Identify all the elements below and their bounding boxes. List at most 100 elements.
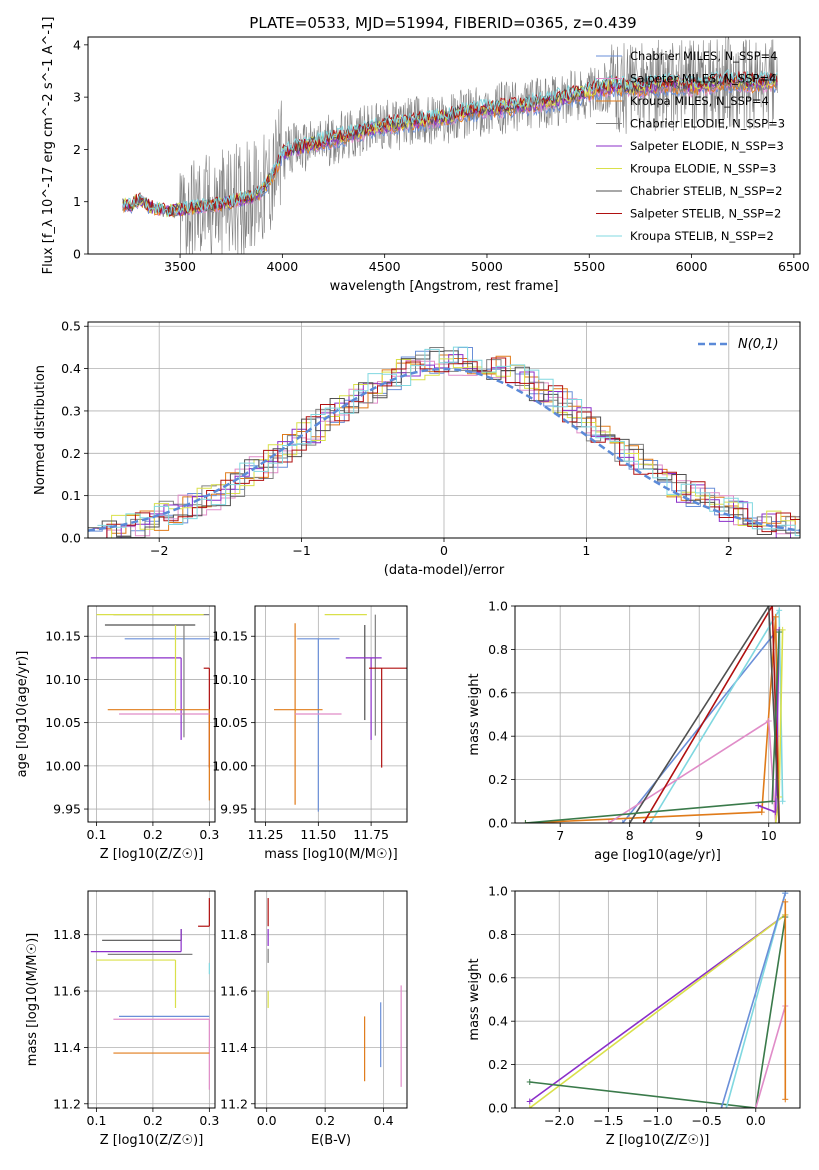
x-tick-label: 3500 [164,259,196,274]
plots-container: 3500 4000 4500 5000 5500 6000 6500 0 1 2 3 4 wavelen… [15,17,810,1148]
y-tick-label: 1.0 [488,884,508,899]
x-tick-label: 0.4 [374,1113,394,1128]
histogram-series [97,358,800,538]
chart-mass_vs_Z: 0.1 0.2 0.3 11.2 11.4 11.6 11.8 Z [log10(Z/Z☉)]… [25,890,219,1148]
x-axis-label: Z [log10(Z/Z☉)] [606,1133,710,1148]
axes-frame [87,605,216,823]
y-axis-label: Flux [f_λ 10^-17 erg cm^-2 s^-1 A^-1] [41,17,56,275]
figure-title: PLATE=0533, MJD=51994, FIBERID=0365, z=0… [249,14,636,32]
spectrum-data-line [122,37,778,254]
x-axis-label: (data-model)/error [384,563,505,578]
series-marker [647,820,654,823]
x-tick-label: 0.1 [87,1113,107,1128]
legend: N(0,1) [698,337,779,352]
model-line [122,69,778,218]
y-tick-label: 10.05 [45,715,81,730]
x-tick-label: 7 [556,828,564,843]
y-tick-label: 0.3 [61,403,81,418]
y-tick-label: 0.0 [61,531,81,546]
series-line [529,916,787,1108]
y-tick-label: 9.95 [53,802,81,817]
y-tick-label: 0.4 [488,1014,508,1029]
series-marker [772,820,779,823]
series-marker [769,798,776,805]
y-axis-label: mass [log10(M/M☉)] [25,933,40,1066]
y-tick-label: 11.2 [53,1096,81,1111]
y-tick-label: 10.15 [212,629,248,644]
series-line [529,914,786,1108]
series-marker [772,613,779,620]
y-tick-label: 0 [73,247,81,262]
series-marker [526,1105,533,1108]
series-marker [765,718,772,725]
y-tick-label: 0.8 [488,642,508,657]
chart-spectrum: 3500 4000 4500 5000 5500 6000 6500 0 1 2 3 4 wavelen… [41,17,810,294]
axes-frame [514,605,801,824]
plot-area [522,606,786,823]
y-tick-label: 0.4 [61,361,81,376]
data-point [345,657,382,740]
data-point [113,1018,210,1090]
series-line [642,606,780,823]
legend-label: Kroupa STELIB, N_SSP=2 [630,229,774,243]
x-tick-label: 0.2 [315,1113,335,1128]
series-marker [782,898,789,905]
series-marker [718,1105,725,1108]
x-tick-label: 11.50 [300,827,336,842]
axes-frame [514,890,801,1109]
data-point [369,667,407,768]
x-tick-label: 0 [440,543,448,558]
histogram-series [97,346,800,537]
x-tick-label: 0.3 [199,1113,219,1128]
series-line [755,1005,787,1108]
data-point [297,638,340,812]
x-tick-label: −1.0 [642,1113,672,1128]
y-tick-label: 11.6 [220,984,248,999]
y-tick-label: 10.15 [45,629,81,644]
x-tick-label: 4000 [266,259,298,274]
series-marker [522,820,529,823]
x-tick-label: 8 [626,828,634,843]
y-tick-label: 11.2 [220,1096,248,1111]
x-tick-label: 11.75 [353,827,389,842]
y-tick-label: 0.8 [488,927,508,942]
plot-area [90,898,210,1090]
chart-mass_vs_EBV: 0.0 0.2 0.4 11.2 11.4 11.6 11.8 E(B-V) [220,890,408,1148]
y-tick-label: 11.6 [53,984,81,999]
legend-label: Salpeter ELODIE, N_SSP=3 [630,139,784,153]
plot-area [526,891,789,1108]
x-axis-label: Z [log10(Z/Z☉)] [100,847,204,862]
grid [255,891,407,1108]
x-tick-label: −2.0 [544,1113,574,1128]
x-tick-label: 0.0 [257,1113,277,1128]
y-tick-label: 9.95 [220,802,248,817]
series-marker [619,820,626,823]
legend-label: Kroupa ELODIE, N_SSP=3 [630,162,776,176]
histogram-series [88,350,800,538]
series-line [529,914,786,1103]
legend-label: Kroupa MILES, N_SSP=4 [630,94,769,108]
series-marker [626,820,633,823]
grid [88,891,215,1108]
series-marker [752,1105,759,1108]
x-tick-label: 5500 [573,259,605,274]
series-marker [526,1078,533,1085]
x-tick-label: 6000 [676,259,708,274]
data-point [90,657,182,740]
x-axis-label: wavelength [Angstrom, rest frame] [330,279,559,294]
y-tick-label: 11.8 [53,927,81,942]
x-tick-label: 0.0 [746,1113,766,1128]
y-tick-label: 10.00 [45,758,81,773]
plot-area [267,898,402,1087]
histogram-series [92,357,800,538]
series-marker [755,802,762,809]
y-tick-label: 0.6 [488,970,508,985]
y-tick-label: 1.0 [488,599,508,614]
x-tick-label: 11.25 [248,827,284,842]
axes-frame [254,605,408,823]
y-tick-label: 10.05 [212,715,248,730]
series-marker [779,626,786,633]
y-tick-label: 10.10 [212,672,248,687]
axes-frame [87,890,216,1109]
